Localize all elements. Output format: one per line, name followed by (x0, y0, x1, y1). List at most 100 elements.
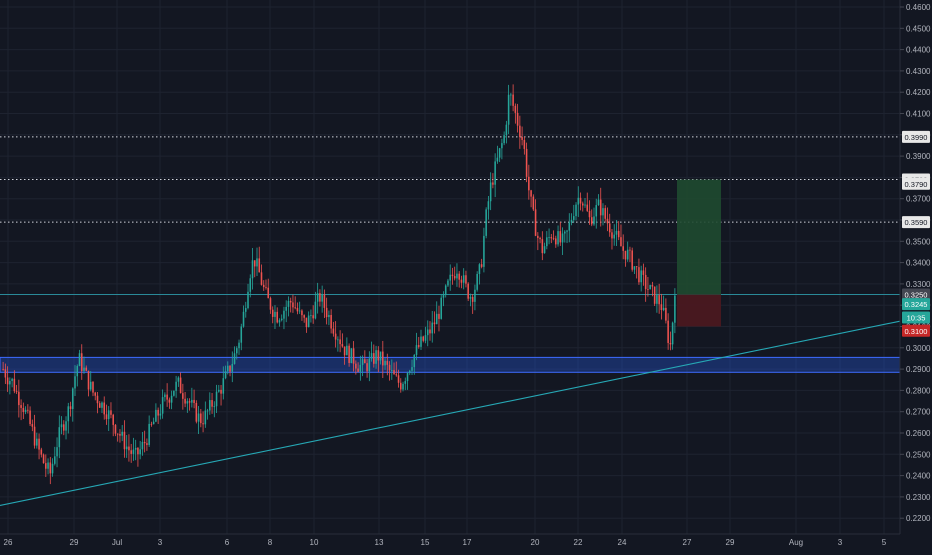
price-tick-label: 0.4200 (906, 88, 931, 97)
candle-body (298, 310, 301, 312)
candle-body (204, 410, 207, 425)
candle-body (415, 345, 418, 355)
candle-body (507, 94, 510, 125)
candle-body (588, 210, 591, 218)
profit-zone[interactable] (677, 179, 721, 295)
candle-body (523, 139, 526, 149)
candle-body (375, 350, 377, 364)
candle-body (566, 230, 568, 232)
candle-body (408, 370, 411, 374)
candle-body (391, 370, 393, 371)
candle-body (638, 267, 640, 283)
candle-body (617, 230, 620, 238)
candle-body (662, 307, 665, 311)
time-tick-label: 13 (375, 538, 384, 547)
trendline-line[interactable] (0, 320, 901, 506)
candle-body (539, 237, 541, 240)
candle-body (442, 294, 445, 298)
candle-body (658, 295, 660, 305)
candle-body (498, 148, 501, 158)
time-tick-label: 17 (463, 538, 472, 547)
candle-body (256, 258, 258, 267)
candle-body (184, 398, 186, 404)
candle-body (54, 456, 56, 464)
trendline[interactable] (0, 320, 901, 506)
candle-body (568, 222, 571, 231)
candle-body (590, 217, 593, 225)
long-position-tool[interactable] (677, 179, 721, 327)
candle-body (431, 322, 434, 334)
candle-body (105, 414, 108, 420)
candle-body (182, 393, 184, 399)
candle-body (602, 208, 604, 216)
time-axis[interactable]: 26 29 Jul 3 6 8 10 13 15 17 20 22 24 27 29 Aug 3 5 (4, 538, 887, 547)
time-tick-label: Aug (789, 538, 803, 547)
candle-body (494, 161, 496, 185)
candle-body (285, 306, 287, 311)
candle-body (137, 447, 139, 455)
candle-body (56, 447, 58, 457)
candle-body (530, 190, 532, 197)
candle-body (191, 399, 193, 403)
candle-body (42, 454, 45, 464)
candle-body (564, 231, 566, 234)
target-price-tag (902, 177, 930, 190)
candle-body (20, 405, 22, 408)
candle-body (186, 401, 189, 404)
candle-body (242, 311, 245, 327)
candle-body (622, 246, 624, 251)
candle-body (134, 447, 137, 450)
candle-body (303, 315, 305, 318)
candle-body (71, 388, 74, 409)
candle-body (301, 310, 303, 316)
candle-body (18, 391, 20, 406)
candle-body (227, 365, 229, 372)
candle-body (469, 297, 472, 299)
candle-body (22, 407, 25, 412)
candle-body (444, 285, 447, 295)
candle-body (402, 383, 404, 390)
candle-body (478, 264, 481, 274)
candle-body (667, 320, 669, 343)
candle-body (348, 345, 350, 363)
candle-body (460, 279, 463, 283)
candle-body (80, 353, 83, 371)
candle-body (218, 389, 220, 392)
time-tick-label: 15 (421, 538, 430, 547)
candle-body (107, 410, 110, 420)
price-tick-label: 0.4500 (906, 24, 931, 33)
candle-body (78, 353, 81, 366)
candle-body (626, 249, 629, 260)
candle-body (393, 370, 395, 375)
candle-body (247, 291, 249, 309)
candle-body (584, 204, 586, 206)
candle-body (332, 328, 335, 334)
candle-body (399, 382, 402, 390)
candle-body (267, 287, 270, 299)
candle-body (397, 375, 400, 383)
candle-body (283, 310, 285, 319)
candle-body (413, 354, 416, 368)
candle-body (635, 266, 638, 268)
candle-body (642, 270, 645, 275)
candle-body (280, 318, 283, 321)
time-tick-label: 27 (683, 538, 692, 547)
candle-body (334, 333, 337, 340)
candle-body (87, 370, 90, 390)
time-tick-label: Jul (112, 538, 122, 547)
candle-body (314, 301, 317, 319)
candle-body (89, 381, 92, 390)
candle-body (669, 342, 672, 345)
candle-body (179, 377, 182, 394)
candle-body (343, 346, 346, 356)
candle-body (512, 94, 514, 106)
candle-body (337, 339, 339, 341)
candle-body (665, 307, 667, 321)
candle-body (121, 431, 123, 436)
loss-zone[interactable] (677, 294, 721, 327)
candle-body (355, 363, 357, 369)
support-zone-box[interactable] (0, 356, 901, 373)
candle-body (316, 293, 319, 302)
